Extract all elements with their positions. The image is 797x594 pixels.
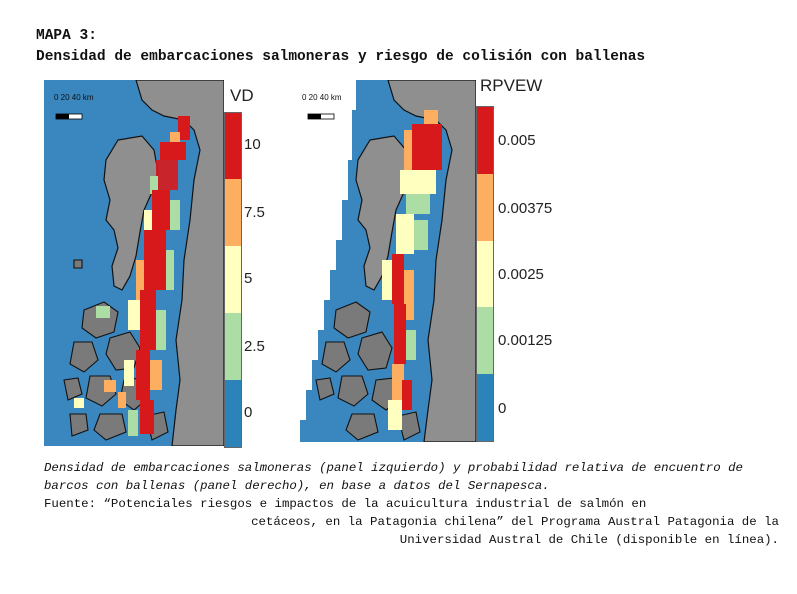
- right-legend-bar: [476, 106, 494, 442]
- map-number: MAPA 3:: [36, 28, 97, 44]
- map-heading: Densidad de embarcaciones salmoneras y r…: [36, 49, 646, 65]
- source-line: Fuente: “Potenciales riesgos e impactos …: [44, 497, 647, 511]
- legend-segment-0: [477, 374, 493, 441]
- caption-source: Fuente: “Potenciales riesgos e impactos …: [44, 495, 779, 549]
- left-legend-title: VD: [230, 86, 254, 105]
- right-map: 0 20 40 km: [296, 80, 476, 442]
- vessel-density-grid: [74, 116, 190, 436]
- right-legend-label: 0.00125: [498, 332, 553, 349]
- caption-description: Densidad de embarcaciones salmoneras (pa…: [44, 461, 743, 493]
- legend-segment-0-00375: [477, 174, 493, 241]
- source-line: Universidad Austral de Chile (disponible…: [399, 533, 779, 547]
- legend-segment-0-005: [477, 107, 493, 174]
- left-map: 0 20 40 km: [44, 80, 224, 446]
- right-legend-label: 0: [498, 400, 507, 417]
- legend-segment-0: [225, 380, 241, 447]
- legend-segment-0-0025: [477, 241, 493, 307]
- map-title: MAPA 3: Densidad de embarcaciones salmon…: [36, 26, 776, 68]
- encounter-probability-grid: [382, 110, 442, 430]
- right-legend-label: 0.00375: [498, 200, 553, 217]
- figure: 0 20 40 km VD 10 7.5 5 2.5 0: [44, 76, 564, 450]
- left-legend-label: 10: [244, 136, 261, 153]
- legend-segment-7-5: [225, 179, 241, 246]
- scale-bar: [55, 113, 83, 120]
- legend-segment-10: [225, 113, 241, 179]
- mainland: [387, 80, 476, 442]
- left-legend-label: 7.5: [244, 204, 265, 221]
- left-legend-bar: [224, 112, 242, 448]
- scale-bar: [307, 113, 335, 120]
- scale-label: 0 20 40 km: [302, 93, 342, 102]
- scale-label: 0 20 40 km: [54, 93, 94, 102]
- legend-segment-0-00125: [477, 307, 493, 374]
- mainland: [135, 80, 224, 446]
- archipelago: [315, 301, 421, 441]
- legend-segment-2-5: [225, 313, 241, 380]
- left-legend-label: 5: [244, 270, 253, 287]
- right-legend-label: 0.005: [498, 132, 536, 149]
- legend-segment-5: [225, 246, 241, 313]
- figure-caption: Densidad de embarcaciones salmoneras (pa…: [44, 459, 779, 549]
- left-legend-label: 0: [244, 404, 253, 421]
- right-legend-title: RPVEW: [480, 76, 543, 95]
- source-line: cetáceos, en la Patagonia chilena” del P…: [251, 515, 779, 529]
- right-legend-label: 0.0025: [498, 266, 544, 283]
- left-legend-label: 2.5: [244, 338, 265, 355]
